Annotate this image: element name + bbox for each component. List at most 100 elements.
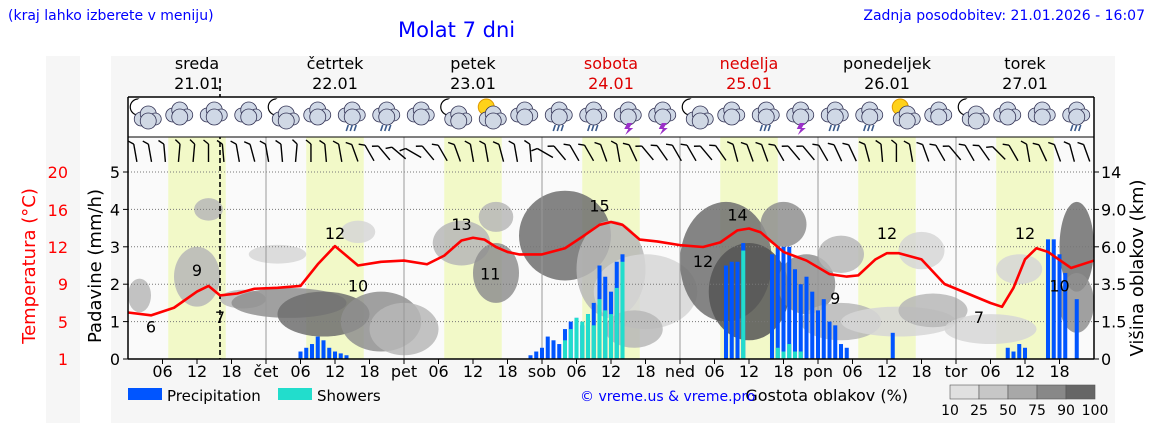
wind-barb — [174, 139, 181, 163]
rain-drop — [836, 124, 841, 132]
wind-shaft — [421, 145, 435, 161]
x-tick-label: 12 — [601, 362, 621, 381]
wind-barb — [230, 140, 241, 162]
wind-barb — [796, 145, 815, 161]
storm-icon — [613, 101, 642, 135]
wind-feather — [547, 145, 555, 147]
day-name: četrtek — [307, 54, 365, 73]
wind-feather — [578, 143, 585, 146]
cloudy-icon — [717, 101, 746, 126]
cloud-puff — [171, 108, 189, 126]
cloud-density-blob — [898, 293, 968, 328]
temperature-label: 6 — [146, 318, 156, 337]
cloud-density-blob — [128, 278, 151, 313]
cloud-density-blob — [340, 220, 376, 244]
wind-feather — [890, 139, 897, 145]
precip-bar — [1022, 347, 1028, 359]
cloud-density-swatch — [1065, 384, 1096, 400]
wind-barb — [726, 141, 739, 162]
x-tick-label: 06 — [842, 362, 862, 381]
wind-shaft — [377, 145, 391, 161]
wind-barb — [903, 140, 914, 162]
wind-shaft — [774, 144, 785, 162]
temperature-label: 10 — [1049, 277, 1069, 296]
location-hint[interactable]: (kraj lahko izberete v meniju) — [8, 8, 214, 24]
x-tick-label: 12 — [463, 362, 483, 381]
wind-shaft — [569, 144, 580, 162]
precip-bar — [338, 353, 343, 359]
wind-shaft — [405, 147, 422, 159]
wind-barb — [358, 143, 375, 162]
wind-shaft — [235, 144, 241, 162]
wind-barb — [740, 141, 754, 162]
wind-barb — [650, 144, 668, 161]
wind-barb — [399, 147, 422, 159]
wind-feather — [781, 145, 789, 147]
precip-bar — [534, 351, 539, 359]
wind-feather — [464, 140, 471, 145]
cloudy-icon — [165, 101, 194, 126]
precip-bar — [815, 310, 821, 359]
cloud-density-blob — [478, 201, 514, 232]
rain-icon — [1062, 101, 1091, 132]
wind-feather — [875, 139, 882, 145]
precip-bar — [557, 344, 562, 359]
precip-bar — [798, 284, 803, 359]
precip-bar — [781, 246, 786, 359]
rain-icon — [820, 101, 849, 132]
cloud-density-tick: 50 — [999, 403, 1017, 419]
precip-bar — [810, 291, 815, 359]
cloudy-icon — [303, 101, 332, 126]
temp-tick-label: 16 — [48, 201, 68, 220]
wind-feather — [203, 139, 209, 145]
temperature-label: 11 — [480, 264, 500, 283]
cloud-density-blob — [996, 254, 1043, 285]
cloud-puff — [205, 108, 223, 126]
wind-barb — [827, 142, 843, 162]
x-tick-label: 12 — [325, 362, 345, 381]
cloudy-icon — [924, 101, 953, 126]
precip-bar — [1057, 254, 1062, 359]
cloud-density-blob — [760, 201, 807, 247]
wind-feather — [842, 142, 849, 146]
rain-drop — [349, 124, 354, 132]
temperature-line — [127, 220, 1095, 317]
day-date: 26.01 — [864, 74, 910, 93]
rain-drop — [345, 124, 350, 132]
wind-shaft — [177, 143, 181, 163]
rain-drop — [1073, 124, 1078, 132]
temperature-label: 13 — [451, 215, 471, 234]
wind-barb — [305, 139, 312, 162]
wind-barb — [842, 142, 857, 162]
wind-shaft — [715, 145, 727, 161]
wind-feather — [275, 139, 282, 145]
precip-bar — [1074, 299, 1079, 359]
cloud-density-blob — [818, 235, 864, 273]
cloud-tick-label: 6.0 — [1101, 238, 1126, 257]
day-date: 27.01 — [1002, 74, 1048, 93]
wind-barb — [508, 140, 519, 162]
cloud-puff — [930, 108, 948, 126]
precip-bar — [769, 254, 775, 359]
temperature-label: 7 — [215, 308, 225, 327]
rain-drop — [383, 124, 388, 132]
wind-shaft — [437, 144, 448, 162]
rain-drop — [353, 124, 358, 132]
wind-barb — [768, 143, 785, 162]
wind-feather — [755, 141, 762, 146]
temperature-label: 12 — [1015, 224, 1035, 243]
day-date: 22.01 — [312, 74, 358, 93]
cloud-puff — [450, 112, 468, 130]
precip-bar — [1051, 239, 1056, 359]
lightning-bolt — [658, 123, 668, 135]
cloudy-icon — [406, 101, 435, 126]
wind-barb — [916, 141, 930, 162]
cloud-tick-label: 3.5 — [1101, 275, 1126, 294]
credit-link[interactable]: © vreme.us & vreme.pro — [580, 389, 756, 405]
wind-barb — [1077, 141, 1091, 162]
wind-feather — [650, 144, 658, 147]
wind-shaft — [978, 145, 990, 161]
x-tick-label: 18 — [497, 362, 517, 381]
wind-feather — [1032, 142, 1040, 146]
